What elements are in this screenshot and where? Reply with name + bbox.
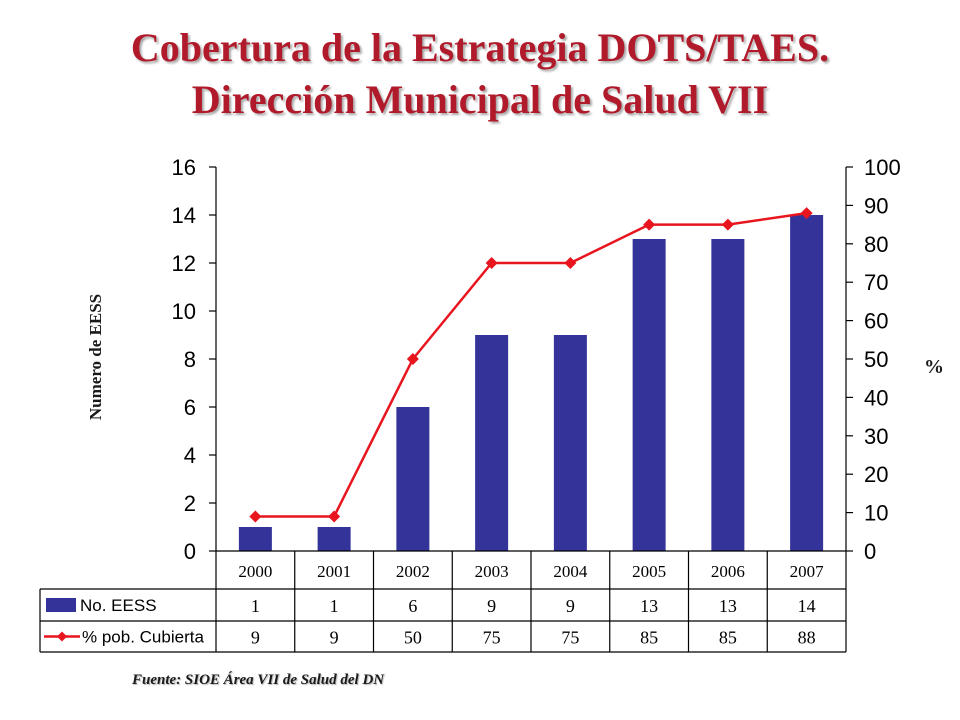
bar (238, 527, 272, 551)
y-tick-label-right: 10 (864, 501, 888, 526)
legend-label-bar: No. EESS (80, 596, 157, 615)
table-value-line: 9 (251, 628, 260, 648)
y-tick-label-left: 12 (172, 251, 196, 276)
chart-title-line-1: Cobertura de la Estrategia DOTS/TAES. (130, 25, 830, 70)
legend-swatch-marker (57, 631, 67, 642)
y-tick-label-right: 60 (864, 309, 888, 334)
table-value-line: 85 (640, 628, 658, 648)
y-tick-label-left: 2 (184, 491, 196, 516)
category-label: 2007 (790, 562, 825, 581)
line-point (800, 207, 813, 220)
y-tick-label-right: 100 (864, 155, 901, 180)
table-value-line: 75 (483, 628, 501, 648)
bar (711, 239, 745, 551)
y-tick-label-left: 4 (184, 443, 196, 468)
y-tick-label-right: 30 (864, 424, 888, 449)
category-label: 2002 (396, 562, 430, 581)
line-point (485, 257, 498, 269)
chart-title-line-2: Dirección Municipal de Salud VII (191, 77, 769, 122)
table-value-line: 88 (798, 628, 816, 648)
table-value-line: 9 (330, 628, 339, 648)
legend-swatch-bar (46, 598, 76, 612)
legend-label-line: % pob. Cubierta (82, 628, 204, 647)
category-label: 2001 (317, 562, 351, 581)
y-tick-label-right: 80 (864, 232, 888, 257)
line-point (328, 510, 341, 523)
table-value-bar: 1 (330, 596, 339, 616)
line-point (564, 257, 577, 269)
table-value-bar: 13 (640, 596, 658, 616)
line-series (255, 211, 807, 518)
line-point (406, 353, 419, 365)
category-label: 2000 (238, 562, 272, 581)
y-tick-label-left: 10 (172, 299, 196, 324)
y-tick-label-right: 90 (864, 193, 888, 218)
line-point (721, 218, 734, 231)
bar (396, 407, 430, 551)
y-tick-label-left: 8 (184, 347, 196, 372)
bar (553, 335, 587, 551)
y-axis-label-left: Numero de EESS (86, 294, 105, 420)
y-tick-label-right: 40 (864, 385, 888, 410)
y-tick-label-right: 0 (864, 539, 876, 564)
y-tick-label-left: 14 (172, 203, 196, 228)
source-note: Fuente: SIOE Área VII de Salud del DN (132, 672, 385, 688)
category-label: 2004 (553, 562, 588, 581)
table-value-bar: 1 (251, 596, 260, 616)
table-value-bar: 14 (798, 596, 816, 616)
table-value-bar: 9 (566, 596, 575, 616)
bar (790, 215, 824, 551)
table-value-bar: 6 (408, 596, 417, 616)
bar (632, 239, 666, 551)
table-value-line: 85 (719, 628, 737, 648)
bar (317, 527, 351, 551)
line-point (643, 218, 656, 231)
y-tick-label-right: 70 (864, 270, 888, 295)
line-point (249, 510, 262, 523)
table-value-line: 75 (561, 628, 579, 648)
y-tick-label-right: 50 (864, 347, 888, 372)
category-label: 2005 (632, 562, 666, 581)
category-label: 2003 (475, 562, 509, 581)
y-tick-label-left: 16 (172, 155, 196, 180)
y-axis-label-right: % (924, 356, 944, 378)
category-label: 2006 (711, 562, 745, 581)
bar (475, 335, 509, 551)
y-tick-label-left: 6 (184, 395, 196, 420)
y-tick-label-left: 0 (184, 539, 196, 564)
table-value-line: 50 (404, 628, 422, 648)
table-value-bar: 13 (719, 596, 737, 616)
y-tick-label-right: 20 (864, 462, 888, 487)
table-value-bar: 9 (487, 596, 496, 616)
